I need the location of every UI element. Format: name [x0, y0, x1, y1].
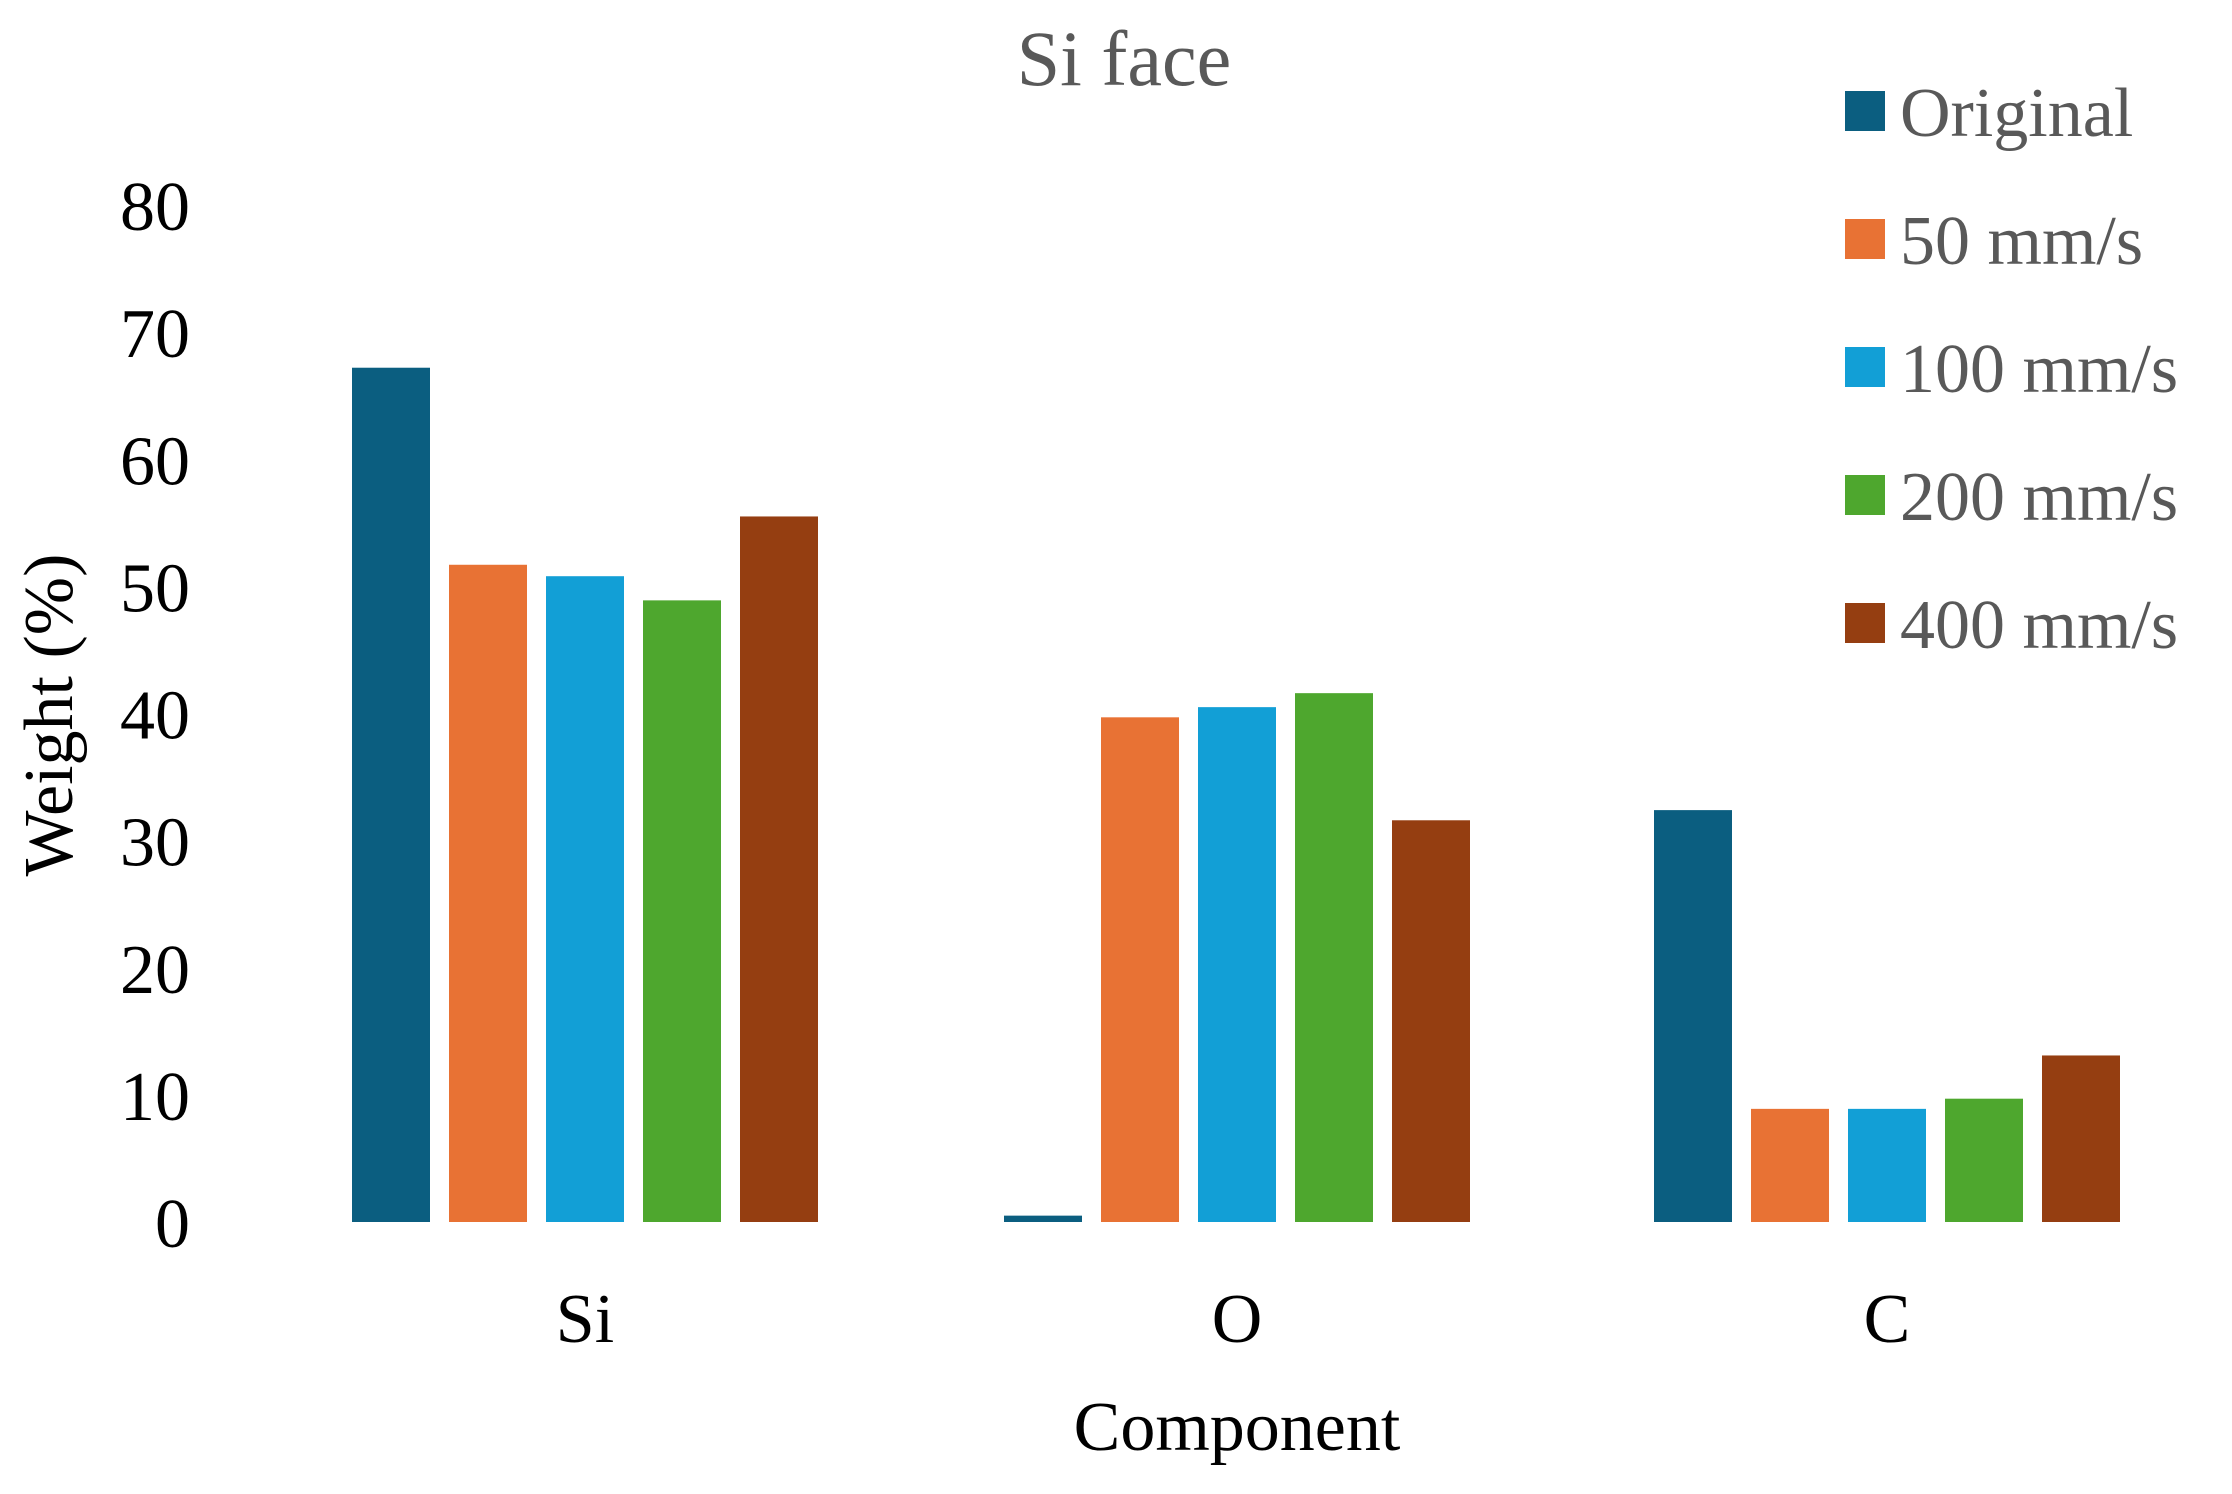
legend-label: Original: [1900, 75, 2133, 152]
y-tick-label: 50: [120, 550, 190, 627]
bar-c-100-mm-s: [1848, 1108, 1926, 1222]
legend-label: 50 mm/s: [1900, 203, 2143, 280]
legend-swatch: [1845, 475, 1885, 515]
legend-swatch: [1845, 91, 1885, 131]
y-tick-label: 40: [120, 678, 190, 755]
legend-swatch: [1845, 603, 1885, 643]
bar-si-400-mm-s: [740, 516, 818, 1222]
bar-c-400-mm-s: [2042, 1055, 2120, 1222]
bar-si-50-mm-s: [449, 564, 527, 1222]
y-tick-label: 30: [120, 805, 190, 882]
y-tick-label: 60: [120, 423, 190, 500]
y-tick-label: 70: [120, 296, 190, 373]
legend: Original 50 mm/s 100 mm/s 200 mm/s 400 mm/s: [1845, 75, 2178, 664]
bars: [352, 367, 2120, 1223]
bar-c-200-mm-s: [1945, 1098, 2023, 1222]
x-tick-label: Si: [556, 1281, 614, 1358]
legend-label: 100 mm/s: [1900, 331, 2178, 408]
bar-o-200-mm-s: [1295, 693, 1373, 1222]
y-tick-label: 10: [120, 1059, 190, 1136]
bar-si-200-mm-s: [643, 600, 721, 1222]
bar-o-original: [1004, 1215, 1082, 1222]
bar-si-original: [352, 367, 430, 1223]
x-tick-label: O: [1212, 1281, 1263, 1358]
x-axis-title: Component: [1074, 1389, 1401, 1466]
y-axis-title: Weight (%): [11, 554, 88, 877]
x-axis-ticks: Si O C: [556, 1281, 1911, 1358]
legend-swatch: [1845, 219, 1885, 259]
chart-title: Si face: [1017, 15, 1231, 102]
x-tick-label: C: [1864, 1281, 1911, 1358]
bar-c-50-mm-s: [1751, 1108, 1829, 1222]
legend-label: 400 mm/s: [1900, 587, 2178, 664]
y-tick-label: 80: [120, 169, 190, 246]
bar-o-400-mm-s: [1392, 820, 1470, 1222]
legend-label: 200 mm/s: [1900, 459, 2178, 536]
bar-c-original: [1654, 810, 1732, 1222]
bar-si-100-mm-s: [546, 576, 624, 1222]
bar-o-50-mm-s: [1101, 717, 1179, 1222]
legend-swatch: [1845, 347, 1885, 387]
bar-o-100-mm-s: [1198, 707, 1276, 1222]
y-tick-label: 0: [155, 1186, 190, 1263]
y-axis-ticks: 0 10 20 30 40 50 60 70 80: [120, 169, 190, 1263]
y-tick-label: 20: [120, 932, 190, 1009]
